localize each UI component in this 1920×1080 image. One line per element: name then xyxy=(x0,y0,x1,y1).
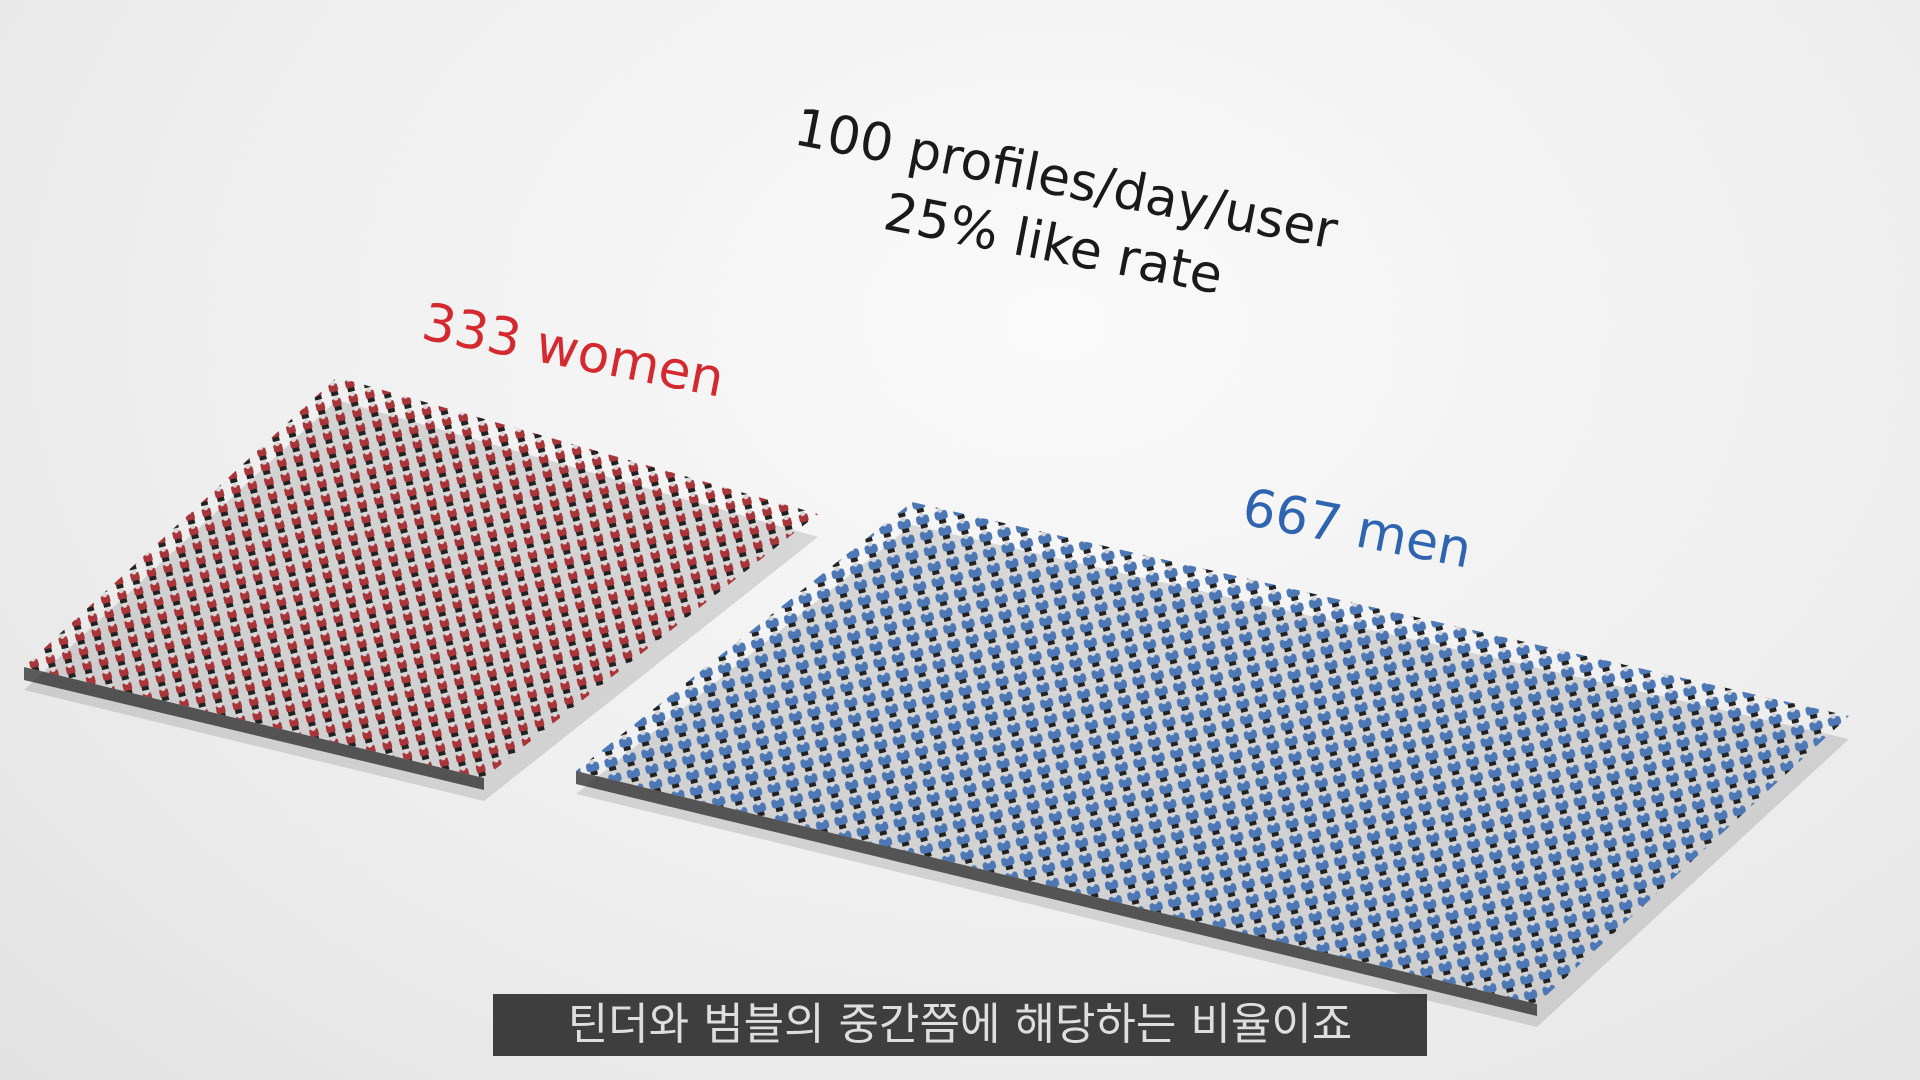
women-label: 333 women xyxy=(417,292,729,409)
women-crowd xyxy=(24,377,818,801)
men-label: 667 men xyxy=(1238,477,1477,580)
subtitle: 틴더와 범블의 중간쯤에 해당하는 비율이죠 xyxy=(493,994,1427,1056)
stats: 100 profiles/day/user 25% like rate xyxy=(790,98,1343,307)
men-crowd xyxy=(576,502,1849,1027)
